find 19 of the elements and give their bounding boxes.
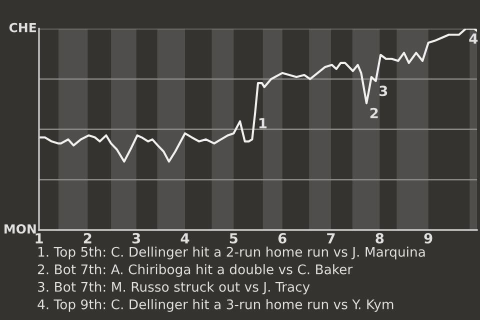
text: 1. Top 5th: C. Dellinger hit a 2-run home run vs J. Marquina [38, 246, 425, 260]
annotation: 3 [379, 86, 388, 96]
annotation: 2 [370, 108, 378, 118]
annotation: 4 [469, 34, 478, 44]
x-tick-label: 1 [36, 233, 43, 244]
x-tick-label: 5 [230, 233, 238, 244]
text: 3. Bot 7th: M. Russo struck out vs J. Tracy [38, 282, 310, 294]
x-tick-label: 6 [278, 233, 286, 244]
text: 4. Top 9th: C. Dellinger hit a 3-run home run vs Y. Kym [38, 299, 394, 312]
text: 2. Bot 7th: A. Chiriboga hit a double vs C. Baker [38, 264, 353, 277]
annotation: 1 [259, 118, 267, 128]
x-tick-label: 3 [132, 233, 140, 244]
x-tick-label: 9 [424, 233, 432, 244]
x-tick-label: 7 [327, 233, 335, 244]
x-tick-label: 8 [376, 233, 384, 244]
text: MON [4, 224, 36, 234]
text: CHE [9, 22, 36, 32]
x-tick-label: 4 [180, 233, 190, 244]
x-tick-label: 2 [84, 233, 92, 244]
